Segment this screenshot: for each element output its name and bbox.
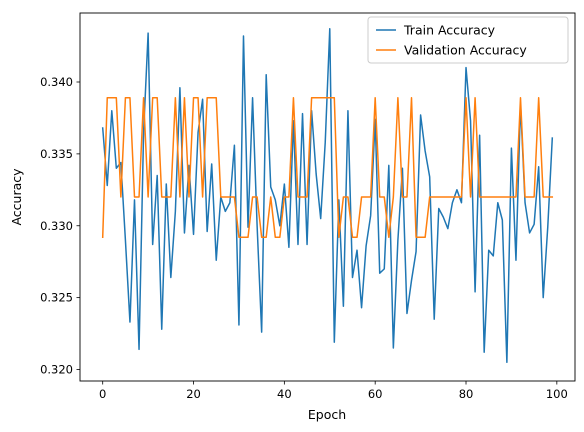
y-axis-label: Accuracy [9,168,24,226]
axes-frame [79,12,576,382]
x-tick-label: 40 [277,387,292,401]
y-tick-label: 0.340 [40,75,73,89]
y-tick-label: 0.330 [40,219,73,233]
y-tick-label: 0.335 [40,147,73,161]
x-axis-ticks: 0 20 40 60 80 100 [99,381,568,401]
legend-entry: Train Accuracy [403,23,496,38]
legend-entry: Validation Accuracy [404,43,527,58]
legend-box [367,16,569,64]
series-line-validation-accuracy [101,97,554,239]
y-tick-label: 0.320 [40,363,73,377]
x-axis-label: Epoch [308,407,346,422]
x-tick-label: 0 [99,387,106,401]
x-tick-label: 60 [368,387,383,401]
x-tick-label: 20 [186,387,201,401]
series-layer [101,28,554,364]
x-tick-label: 80 [459,387,474,401]
x-tick-label: 100 [546,387,568,401]
y-tick-label: 0.325 [40,291,73,305]
legend: Train Accuracy Validation Accuracy [367,16,569,64]
y-axis-ticks: 0.320 0.325 0.330 0.335 0.340 [40,75,80,377]
